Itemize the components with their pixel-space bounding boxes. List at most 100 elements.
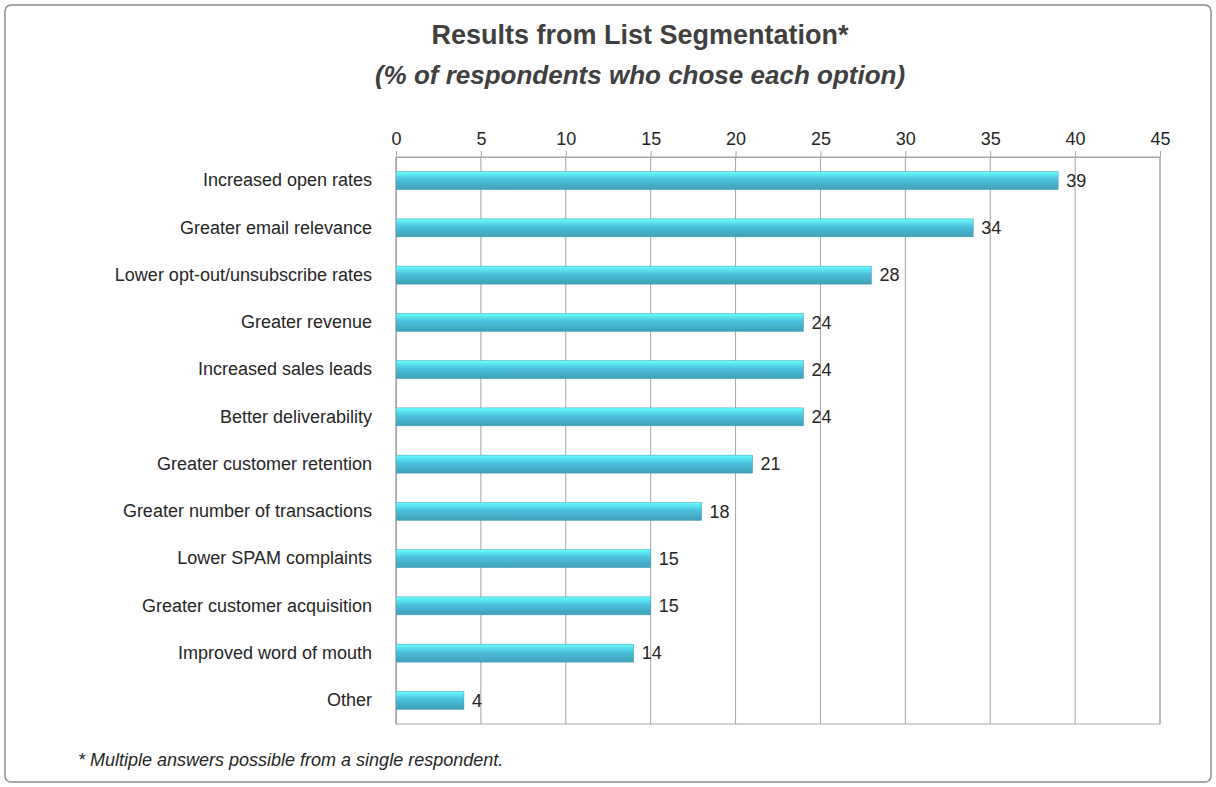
x-axis: 0 5 10 15 20 25 30 35 40 45 xyxy=(391,129,1170,158)
grid xyxy=(396,157,1160,724)
plot-frame xyxy=(396,157,1160,724)
category-label: Greater email relevance xyxy=(180,218,372,238)
tick-label: 10 xyxy=(556,129,576,149)
category-label: Greater number of transactions xyxy=(123,501,372,521)
tick: Other xyxy=(327,690,396,710)
tick-mark xyxy=(651,151,652,157)
tick-label: 20 xyxy=(726,129,746,149)
grid-line xyxy=(1160,157,1161,724)
category-label: Increased open rates xyxy=(203,170,372,190)
tick: 10 xyxy=(556,129,576,157)
data-label: 4 xyxy=(472,691,482,711)
grid-line xyxy=(820,157,821,724)
tick-mark xyxy=(736,151,737,157)
category-label: Better deliverability xyxy=(220,407,372,427)
tick: Improved word of mouth xyxy=(178,643,396,663)
tick-mark xyxy=(820,151,821,157)
category-label: Greater customer acquisition xyxy=(142,596,372,616)
category-label: Improved word of mouth xyxy=(178,643,372,663)
bar xyxy=(396,550,651,568)
bar xyxy=(396,408,803,426)
axis-line xyxy=(396,158,397,725)
tick: Lower SPAM complaints xyxy=(177,548,396,568)
tick: Lower opt-out/unsubscribe rates xyxy=(115,265,396,285)
tick: Greater customer retention xyxy=(157,454,396,474)
axis-line xyxy=(397,157,1161,158)
grid-line xyxy=(735,157,736,724)
data-labels: 39 34 28 24 24 24 21 18 15 15 14 4 xyxy=(472,171,1086,711)
tick: 20 xyxy=(726,129,746,157)
data-label: 34 xyxy=(981,218,1001,238)
tick-mark xyxy=(990,151,991,157)
tick-label: 25 xyxy=(811,129,831,149)
tick-mark xyxy=(1075,151,1076,157)
tick-label: 30 xyxy=(896,129,916,149)
tick: Better deliverability xyxy=(220,407,396,427)
tick: 30 xyxy=(896,129,916,157)
data-label: 24 xyxy=(811,407,831,427)
tick-mark xyxy=(905,151,906,157)
tick-label: 45 xyxy=(1150,129,1170,149)
tick: 15 xyxy=(641,129,661,157)
tick: Increased sales leads xyxy=(198,359,396,379)
data-label: 18 xyxy=(710,502,730,522)
tick: 25 xyxy=(811,129,831,157)
data-label: 14 xyxy=(642,643,662,663)
category-label: Increased sales leads xyxy=(198,359,372,379)
data-label: 21 xyxy=(761,454,781,474)
bar xyxy=(396,691,464,709)
category-label: Greater customer retention xyxy=(157,454,372,474)
bar xyxy=(396,266,871,284)
category-label: Lower SPAM complaints xyxy=(177,548,372,568)
bar xyxy=(396,361,803,379)
data-label: 24 xyxy=(811,360,831,380)
subtitle: (% of respondents who chose each option) xyxy=(375,60,905,90)
tick: Greater number of transactions xyxy=(123,501,396,521)
tick-label: 5 xyxy=(476,129,486,149)
bar xyxy=(396,172,1058,190)
grid-line xyxy=(1075,157,1076,724)
grid-line xyxy=(905,157,906,724)
tick: 40 xyxy=(1066,129,1086,157)
grid-line xyxy=(480,157,481,724)
bar xyxy=(396,644,634,662)
data-label: 24 xyxy=(811,313,831,333)
tick: Greater email relevance xyxy=(180,218,396,238)
chart-frame xyxy=(5,5,1211,782)
y-axis: Increased open rates Greater email releva… xyxy=(115,158,397,725)
tick: 5 xyxy=(476,129,486,157)
tick-label: 15 xyxy=(641,129,661,149)
tick: Increased open rates xyxy=(203,170,396,190)
grid-line xyxy=(396,157,397,724)
category-label: Lower opt-out/unsubscribe rates xyxy=(115,265,372,285)
data-label: 39 xyxy=(1066,171,1086,191)
bar xyxy=(396,502,702,520)
tick-label: 35 xyxy=(981,129,1001,149)
tick-mark xyxy=(481,151,482,157)
title: Results from List Segmentation* xyxy=(431,20,849,50)
bar xyxy=(396,597,651,615)
tick: Greater customer acquisition xyxy=(142,596,396,616)
data-label: 15 xyxy=(659,596,679,616)
category-label: Greater revenue xyxy=(241,312,372,332)
tick-label: 0 xyxy=(391,129,401,149)
category-label: Other xyxy=(327,690,372,710)
tick-mark xyxy=(566,151,567,157)
grid-line xyxy=(650,157,651,724)
footnote: * Multiple answers possible from a singl… xyxy=(78,750,503,770)
grid-line xyxy=(565,157,566,724)
bars xyxy=(396,172,1058,710)
data-label: 28 xyxy=(879,265,899,285)
chart: Results from List Segmentation* (% of res… xyxy=(0,0,1216,787)
tick-mark xyxy=(396,151,397,157)
data-label: 15 xyxy=(659,549,679,569)
bar xyxy=(396,219,973,237)
tick-label: 40 xyxy=(1066,129,1086,149)
tick: 45 xyxy=(1150,129,1170,157)
bar xyxy=(396,313,803,331)
tick: Greater revenue xyxy=(241,312,396,332)
bar xyxy=(396,455,753,473)
grid-line xyxy=(990,157,991,724)
tick: 0 xyxy=(391,129,401,157)
tick: 35 xyxy=(981,129,1001,157)
